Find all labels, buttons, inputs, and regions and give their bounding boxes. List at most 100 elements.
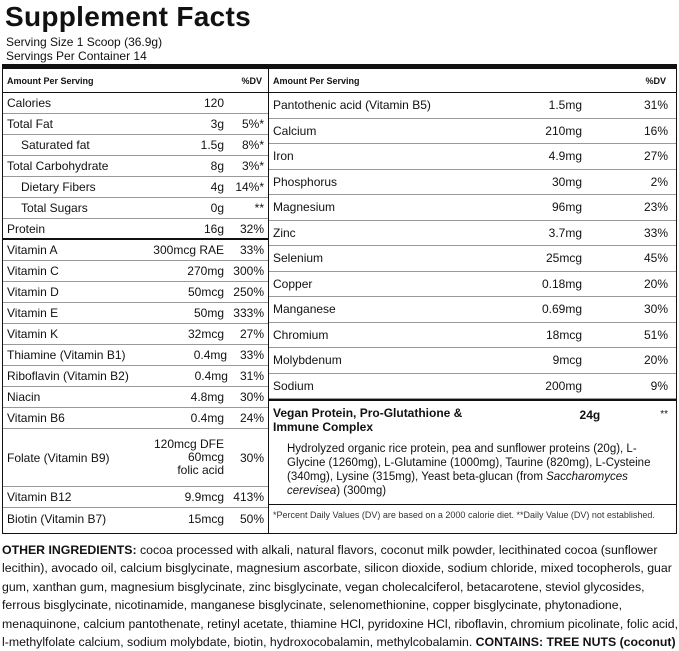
nutrient-amount: 16g	[203, 221, 224, 236]
nutrient-dv: 31%	[239, 369, 264, 383]
nutrient-row: Thiamine (Vitamin B1) 0.4mg 33%	[3, 345, 268, 366]
nutrient-name: Total Carbohydrate	[7, 159, 109, 173]
amount-line: 60mcg	[187, 450, 224, 464]
nutrient-dv: 14%*	[235, 180, 264, 194]
nutrient-amount: 300mcg RAE	[153, 243, 224, 257]
nutrient-row: Phosphorus 30mg 2%	[269, 170, 676, 195]
nutrient-dv: 30%	[643, 302, 668, 317]
nutrient-dv: 333%	[233, 306, 264, 320]
blend-head: Vegan Protein, Pro-Glutathione & Immune …	[273, 406, 668, 434]
nutrient-dv: 8%*	[241, 138, 264, 152]
blend-dv: **	[660, 409, 668, 420]
nutrient-amount: 120mcg DFE 60mcg folic acid	[114, 438, 224, 477]
nutrient-amount: 3.7mg	[548, 225, 582, 240]
nutrient-amount: 0.69mg	[541, 302, 582, 317]
nutrient-row: Calcium 210mg 16%	[269, 119, 676, 144]
nutrient-dv: 24%	[239, 411, 264, 425]
nutrient-amount: 120	[203, 96, 224, 110]
nutrient-amount: 32mcg	[187, 327, 224, 341]
nutrient-row: Vitamin A 300mcg RAE 33%	[3, 240, 268, 261]
nutrient-row: Niacin 4.8mg 30%	[3, 387, 268, 408]
footnote: *Percent Daily Values (DV) are based on …	[273, 510, 655, 520]
nutrient-name: Manganese	[273, 302, 336, 317]
nutrient-dv: 3%*	[241, 159, 264, 173]
nutrient-name: Niacin	[7, 390, 41, 404]
nutrient-row: Selenium 25mcg 45%	[269, 246, 676, 272]
nutrient-amount: 30mg	[551, 174, 582, 189]
nutrient-row: Vitamin K 32mcg 27%	[3, 324, 268, 345]
nutrient-amount: 0.4mg	[194, 369, 228, 383]
rows: Pantothenic acid (Vitamin B5) 1.5mg 31% Cal…	[269, 93, 676, 399]
nutrient-name: Thiamine (Vitamin B1)	[7, 348, 126, 362]
label: OTHER INGREDIENTS:	[2, 543, 137, 557]
nutrient-name: Biotin (Vitamin B7)	[7, 511, 107, 526]
nutrient-amount: 4.8mg	[190, 390, 224, 404]
amount-line: folic acid	[177, 463, 224, 477]
nutrient-row: Chromium 18mcg 51%	[269, 323, 676, 348]
nutrient-dv: 20%	[643, 353, 668, 368]
nutrient-dv: 16%	[643, 123, 668, 138]
blend: Vegan Protein, Pro-Glutathione & Immune …	[269, 399, 676, 505]
nutrient-row: Zinc 3.7mg 33%	[269, 221, 676, 246]
nutrient-name: Saturated fat	[21, 138, 90, 152]
nutrient-amount: 200mg	[545, 378, 582, 393]
nutrient-dv: 27%	[643, 149, 668, 164]
nutrient-dv: 33%	[239, 243, 264, 257]
nutrient-name: Folate (Vitamin B9)	[7, 450, 110, 465]
nutrient-dv: 33%	[643, 225, 668, 240]
nutrient-amount: 3g	[210, 117, 224, 131]
right-column: Amount Per Serving %DV Pantothenic acid …	[269, 69, 676, 533]
nutrient-amount: 270mg	[187, 264, 224, 278]
nutrient-name: Vitamin B12	[7, 490, 72, 504]
nutrient-amount: 0.4mg	[190, 411, 224, 425]
text: cocoa processed with alkali, natural fla…	[2, 543, 678, 650]
nutrient-name: Protein	[7, 221, 46, 236]
nutrient-dv: 31%	[643, 98, 668, 113]
text: ) (300mg)	[336, 485, 387, 497]
nutrient-dv: 300%	[233, 264, 264, 278]
nutrient-name: Riboflavin (Vitamin B2)	[7, 369, 129, 383]
nutrient-row: Dietary Fibers 4g 14%*	[3, 177, 268, 198]
nutrient-row: Iron 4.9mg 27%	[269, 144, 676, 170]
nutrient-name: Phosphorus	[273, 174, 338, 189]
text: Hydrolyzed organic rice protein, pea and…	[287, 443, 651, 483]
left-column: Amount Per Serving %DV Calories 120 Total …	[3, 69, 269, 533]
nutrient-row: Biotin (Vitamin B7) 15mcg 50%	[3, 508, 268, 529]
nutrient-dv: 30%	[239, 450, 264, 465]
nutrient-dv: 27%	[239, 327, 264, 341]
nutrient-amount: 0.4mg	[193, 348, 228, 362]
header-dv: %DV	[645, 75, 666, 86]
nutrient-name: Pantothenic acid (Vitamin B5)	[273, 98, 431, 113]
nutrient-row: Saturated fat 1.5g 8%*	[3, 135, 268, 156]
nutrient-amount: 8g	[210, 159, 224, 173]
nutrient-name: Vitamin B6	[7, 411, 65, 425]
nutrient-row: Calories 120	[3, 93, 268, 114]
nutrient-name: Total Sugars	[21, 201, 88, 215]
nutrient-amount: 9mcg	[552, 353, 582, 368]
nutrient-dv: 5%*	[241, 117, 264, 131]
nutrient-dv: 32%	[239, 221, 264, 236]
nutrient-name: Sodium	[273, 378, 314, 393]
nutrient-row: Folate (Vitamin B9) 120mcg DFE 60mcg folic …	[3, 429, 268, 487]
nutrient-name: Vitamin A	[7, 243, 58, 257]
nutrient-dv: 2%	[650, 174, 668, 189]
nutrient-dv: 23%	[643, 200, 668, 215]
nutrient-row: Riboflavin (Vitamin B2) 0.4mg 31%	[3, 366, 268, 387]
nutrient-dv: 250%	[233, 285, 264, 299]
other-ingredients: OTHER INGREDIENTS: cocoa processed with …	[2, 541, 678, 651]
nutrient-name: Selenium	[273, 251, 324, 266]
nutrient-row: Copper 0.18mg 20%	[269, 272, 676, 297]
nutrient-dv: 413%	[233, 490, 264, 504]
nutrient-amount: 50mcg	[187, 285, 224, 299]
nutrient-name: Total Fat	[7, 117, 54, 131]
nutrient-name: Calories	[7, 96, 52, 110]
nutrient-row: Vitamin D 50mcg 250%	[3, 282, 268, 303]
nutrient-name: Vitamin K	[7, 327, 59, 341]
servings-per-container: Servings Per Container 14	[6, 49, 147, 63]
nutrient-amount: 1.5mg	[548, 98, 582, 113]
nutrient-dv: 50%	[239, 511, 264, 526]
nutrient-row: Sodium 200mg 9%	[269, 374, 676, 399]
nutrient-dv: 9%	[650, 378, 668, 393]
nutrient-amount: 15mcg	[187, 511, 224, 526]
